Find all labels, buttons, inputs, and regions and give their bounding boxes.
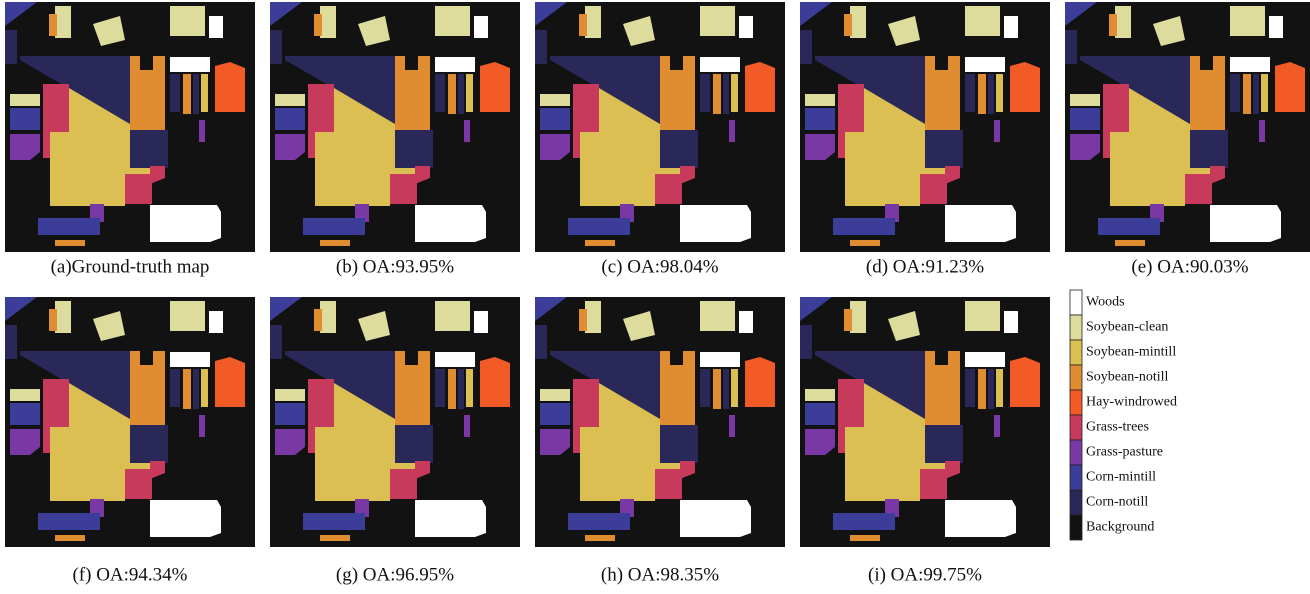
panel-caption: (b) OA:93.95% (336, 256, 454, 277)
legend-swatch (1069, 364, 1083, 391)
panel-caption: (h) OA:98.35% (601, 564, 719, 585)
map-panel (270, 2, 520, 252)
legend-swatch (1069, 314, 1083, 341)
legend-swatch (1069, 414, 1083, 441)
map-panel (5, 2, 255, 252)
legend-label: Soybean-notill (1086, 370, 1169, 385)
legend-label: Grass-trees (1086, 420, 1149, 435)
map-panel (800, 297, 1050, 547)
legend-label: Grass-pasture (1086, 445, 1163, 460)
legend-swatch (1069, 289, 1083, 316)
legend-label: Hay-windrowed (1086, 395, 1177, 410)
panel-caption: (c) OA:98.04% (601, 256, 718, 277)
legend-label: Soybean-clean (1086, 320, 1168, 335)
legend-swatch (1069, 464, 1083, 491)
panel-caption: (f) OA:94.34% (72, 564, 187, 585)
legend-swatch (1069, 339, 1083, 366)
legend-swatch (1069, 439, 1083, 466)
panel-caption: (d) OA:91.23% (866, 256, 984, 277)
legend-swatch (1069, 514, 1083, 541)
map-panel (270, 297, 520, 547)
panel-caption: (g) OA:96.95% (336, 564, 454, 585)
legend-label: Soybean-mintill (1086, 345, 1176, 360)
map-panel (535, 2, 785, 252)
panel-caption: (e) OA:90.03% (1131, 256, 1248, 277)
legend-label: Corn-mintill (1086, 470, 1156, 485)
legend-label: Corn-notill (1086, 495, 1148, 510)
panel-caption: (i) OA:99.75% (868, 564, 982, 585)
map-panel (5, 297, 255, 547)
map-panel (1065, 2, 1310, 252)
legend-label: Woods (1086, 295, 1125, 310)
map-panel (535, 297, 785, 547)
panel-caption: (a)Ground-truth map (51, 256, 210, 277)
map-panel (800, 2, 1050, 252)
legend-swatch (1069, 389, 1083, 416)
legend-swatch (1069, 489, 1083, 516)
legend-label: Background (1086, 520, 1154, 535)
